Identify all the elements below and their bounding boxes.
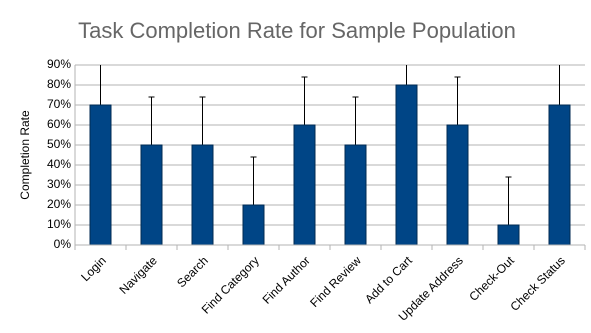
bar [293,124,316,246]
x-tick-label: Navigate [116,253,160,297]
x-tick-label: Search [174,253,211,290]
bar [242,204,265,246]
x-tick-label: Add to Cart [362,253,415,306]
bar [395,84,418,246]
y-tick-label: 20% [47,197,71,211]
y-tick-label: 90% [47,57,71,71]
y-tick-label: 40% [47,157,71,171]
y-axis-label: Completion Rate [18,110,32,200]
y-tick-label: 80% [47,77,71,91]
bar [344,144,367,246]
bar [497,224,520,246]
chart-title: Task Completion Rate for Sample Populati… [78,18,516,43]
x-tick-label: Check-Out [466,253,517,304]
y-tick-label: 10% [47,217,71,231]
y-tick-label: 0% [54,237,72,251]
y-tick-label: 60% [47,117,71,131]
x-tick-label: Find Author [260,253,313,306]
bar [191,144,214,246]
bar [548,104,571,246]
x-tick-label: Find Review [307,253,364,310]
bar [446,124,469,246]
y-tick-label: 50% [47,137,71,151]
error-bars [97,65,563,245]
x-tick-label: Login [78,253,109,284]
x-tick-label: Check Status [507,253,567,313]
y-tick-label: 70% [47,97,71,111]
bar [89,104,112,246]
y-tick-label: 30% [47,177,71,191]
bar [140,144,163,246]
